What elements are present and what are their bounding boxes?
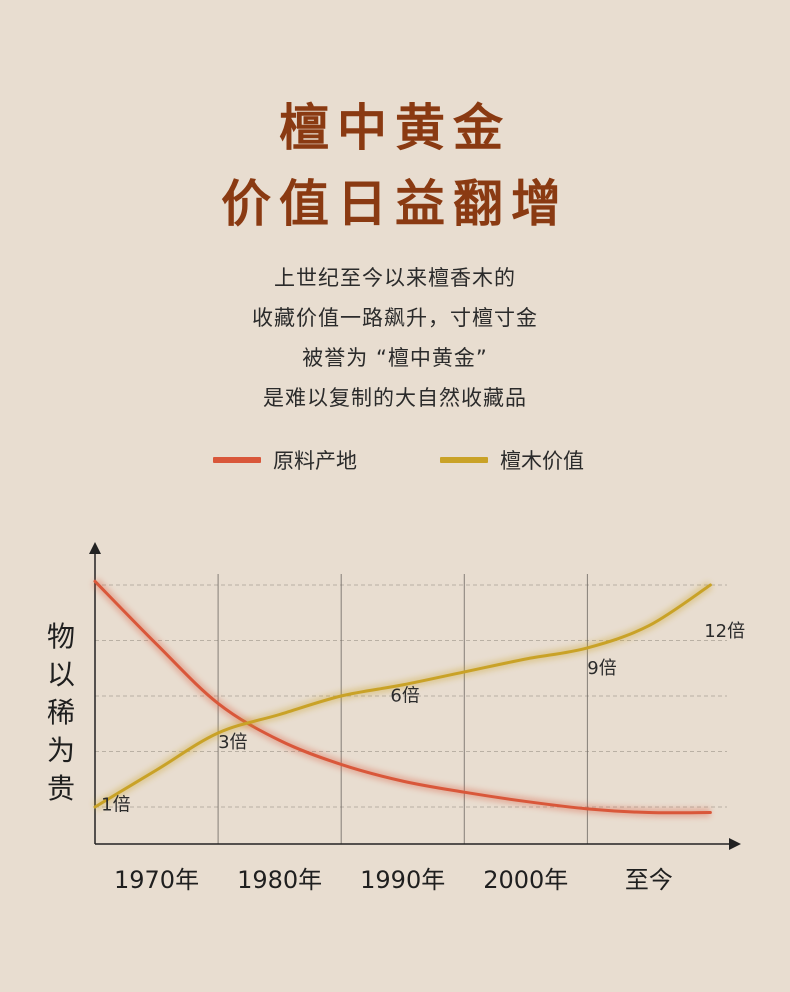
legend-swatch-value bbox=[440, 457, 488, 463]
data-label-3: 9倍 bbox=[587, 658, 616, 679]
title-line-2: 价值日益翻增 bbox=[221, 174, 569, 233]
legend-item-value: 檀木价值 bbox=[440, 446, 584, 474]
x-tick-label-3: 2000年 bbox=[483, 866, 568, 894]
description-line-4: 是难以复制的大自然收藏品 bbox=[263, 386, 527, 410]
x-tick-label-2: 1990年 bbox=[360, 866, 445, 894]
series-line-1 bbox=[93, 583, 712, 809]
legend-swatch-origin bbox=[213, 457, 261, 463]
data-label-4: 12倍 bbox=[704, 621, 745, 642]
data-labels: 1倍 3倍 6倍 9倍 12倍 bbox=[101, 621, 745, 816]
legend-label-origin: 原料产地 bbox=[273, 449, 357, 473]
x-tick-label-0: 1970年 bbox=[114, 866, 199, 894]
x-tick-labels: 1970年 1980年 1990年 2000年 至今 bbox=[114, 866, 673, 894]
data-label-1: 3倍 bbox=[218, 732, 247, 753]
axes bbox=[89, 542, 741, 850]
legend-label-value: 檀木价值 bbox=[500, 449, 584, 473]
series-line-0 bbox=[93, 579, 712, 815]
line-chart: 1倍 3倍 6倍 9倍 12倍 1970年 1980年 1990年 2000年 至今 bbox=[89, 542, 745, 894]
title-line-1: 檀中黄金 bbox=[279, 98, 511, 157]
description-line-2: 收藏价值一路飙升，寸檀寸金 bbox=[252, 306, 538, 330]
series-lines bbox=[91, 578, 713, 818]
y-axis-label: 物以稀为贵 bbox=[46, 620, 75, 805]
x-tick-label-4: 至今 bbox=[625, 866, 673, 894]
x-tick-label-1: 1980年 bbox=[237, 866, 322, 894]
description-line-3: 被誉为 “檀中黄金” bbox=[302, 346, 488, 370]
data-label-0: 1倍 bbox=[101, 795, 130, 816]
description-line-1: 上世纪至今以来檀香木的 bbox=[274, 266, 516, 290]
legend-item-origin: 原料产地 bbox=[213, 446, 357, 474]
data-label-2: 6倍 bbox=[390, 686, 419, 707]
